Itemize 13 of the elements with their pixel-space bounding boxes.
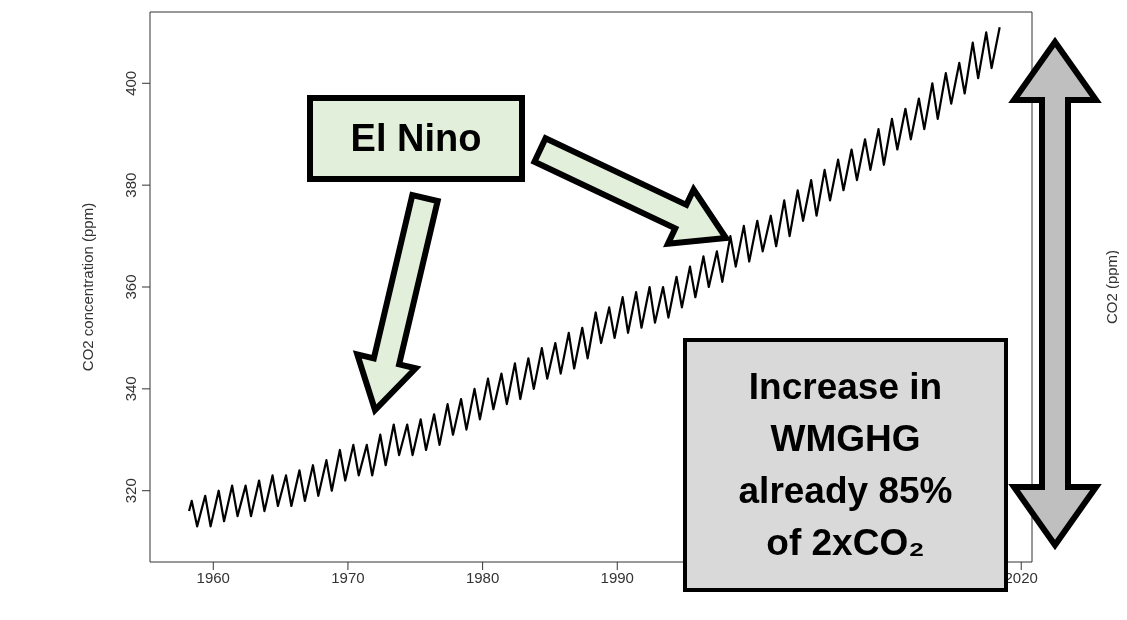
y-tick-label: 320 <box>122 478 139 504</box>
annotation: Increase in WMGHG already 85% of 2xCO₂ <box>737 365 954 565</box>
x-tick-label: 1970 <box>331 568 365 586</box>
y-tick-label: 340 <box>122 376 139 402</box>
annotation: El Nino <box>350 117 482 160</box>
y-axis-title: CO2 concentration (ppm) <box>79 202 97 372</box>
x-tick-label: 1980 <box>465 568 500 586</box>
y-tick-label: 400 <box>122 70 139 96</box>
y-tick-label: 360 <box>122 274 139 300</box>
x-tick-label: 1960 <box>196 568 230 586</box>
y-tick-label: 380 <box>122 172 139 198</box>
line-series <box>187 26 1001 528</box>
x-tick-label: 1990 <box>600 568 634 586</box>
